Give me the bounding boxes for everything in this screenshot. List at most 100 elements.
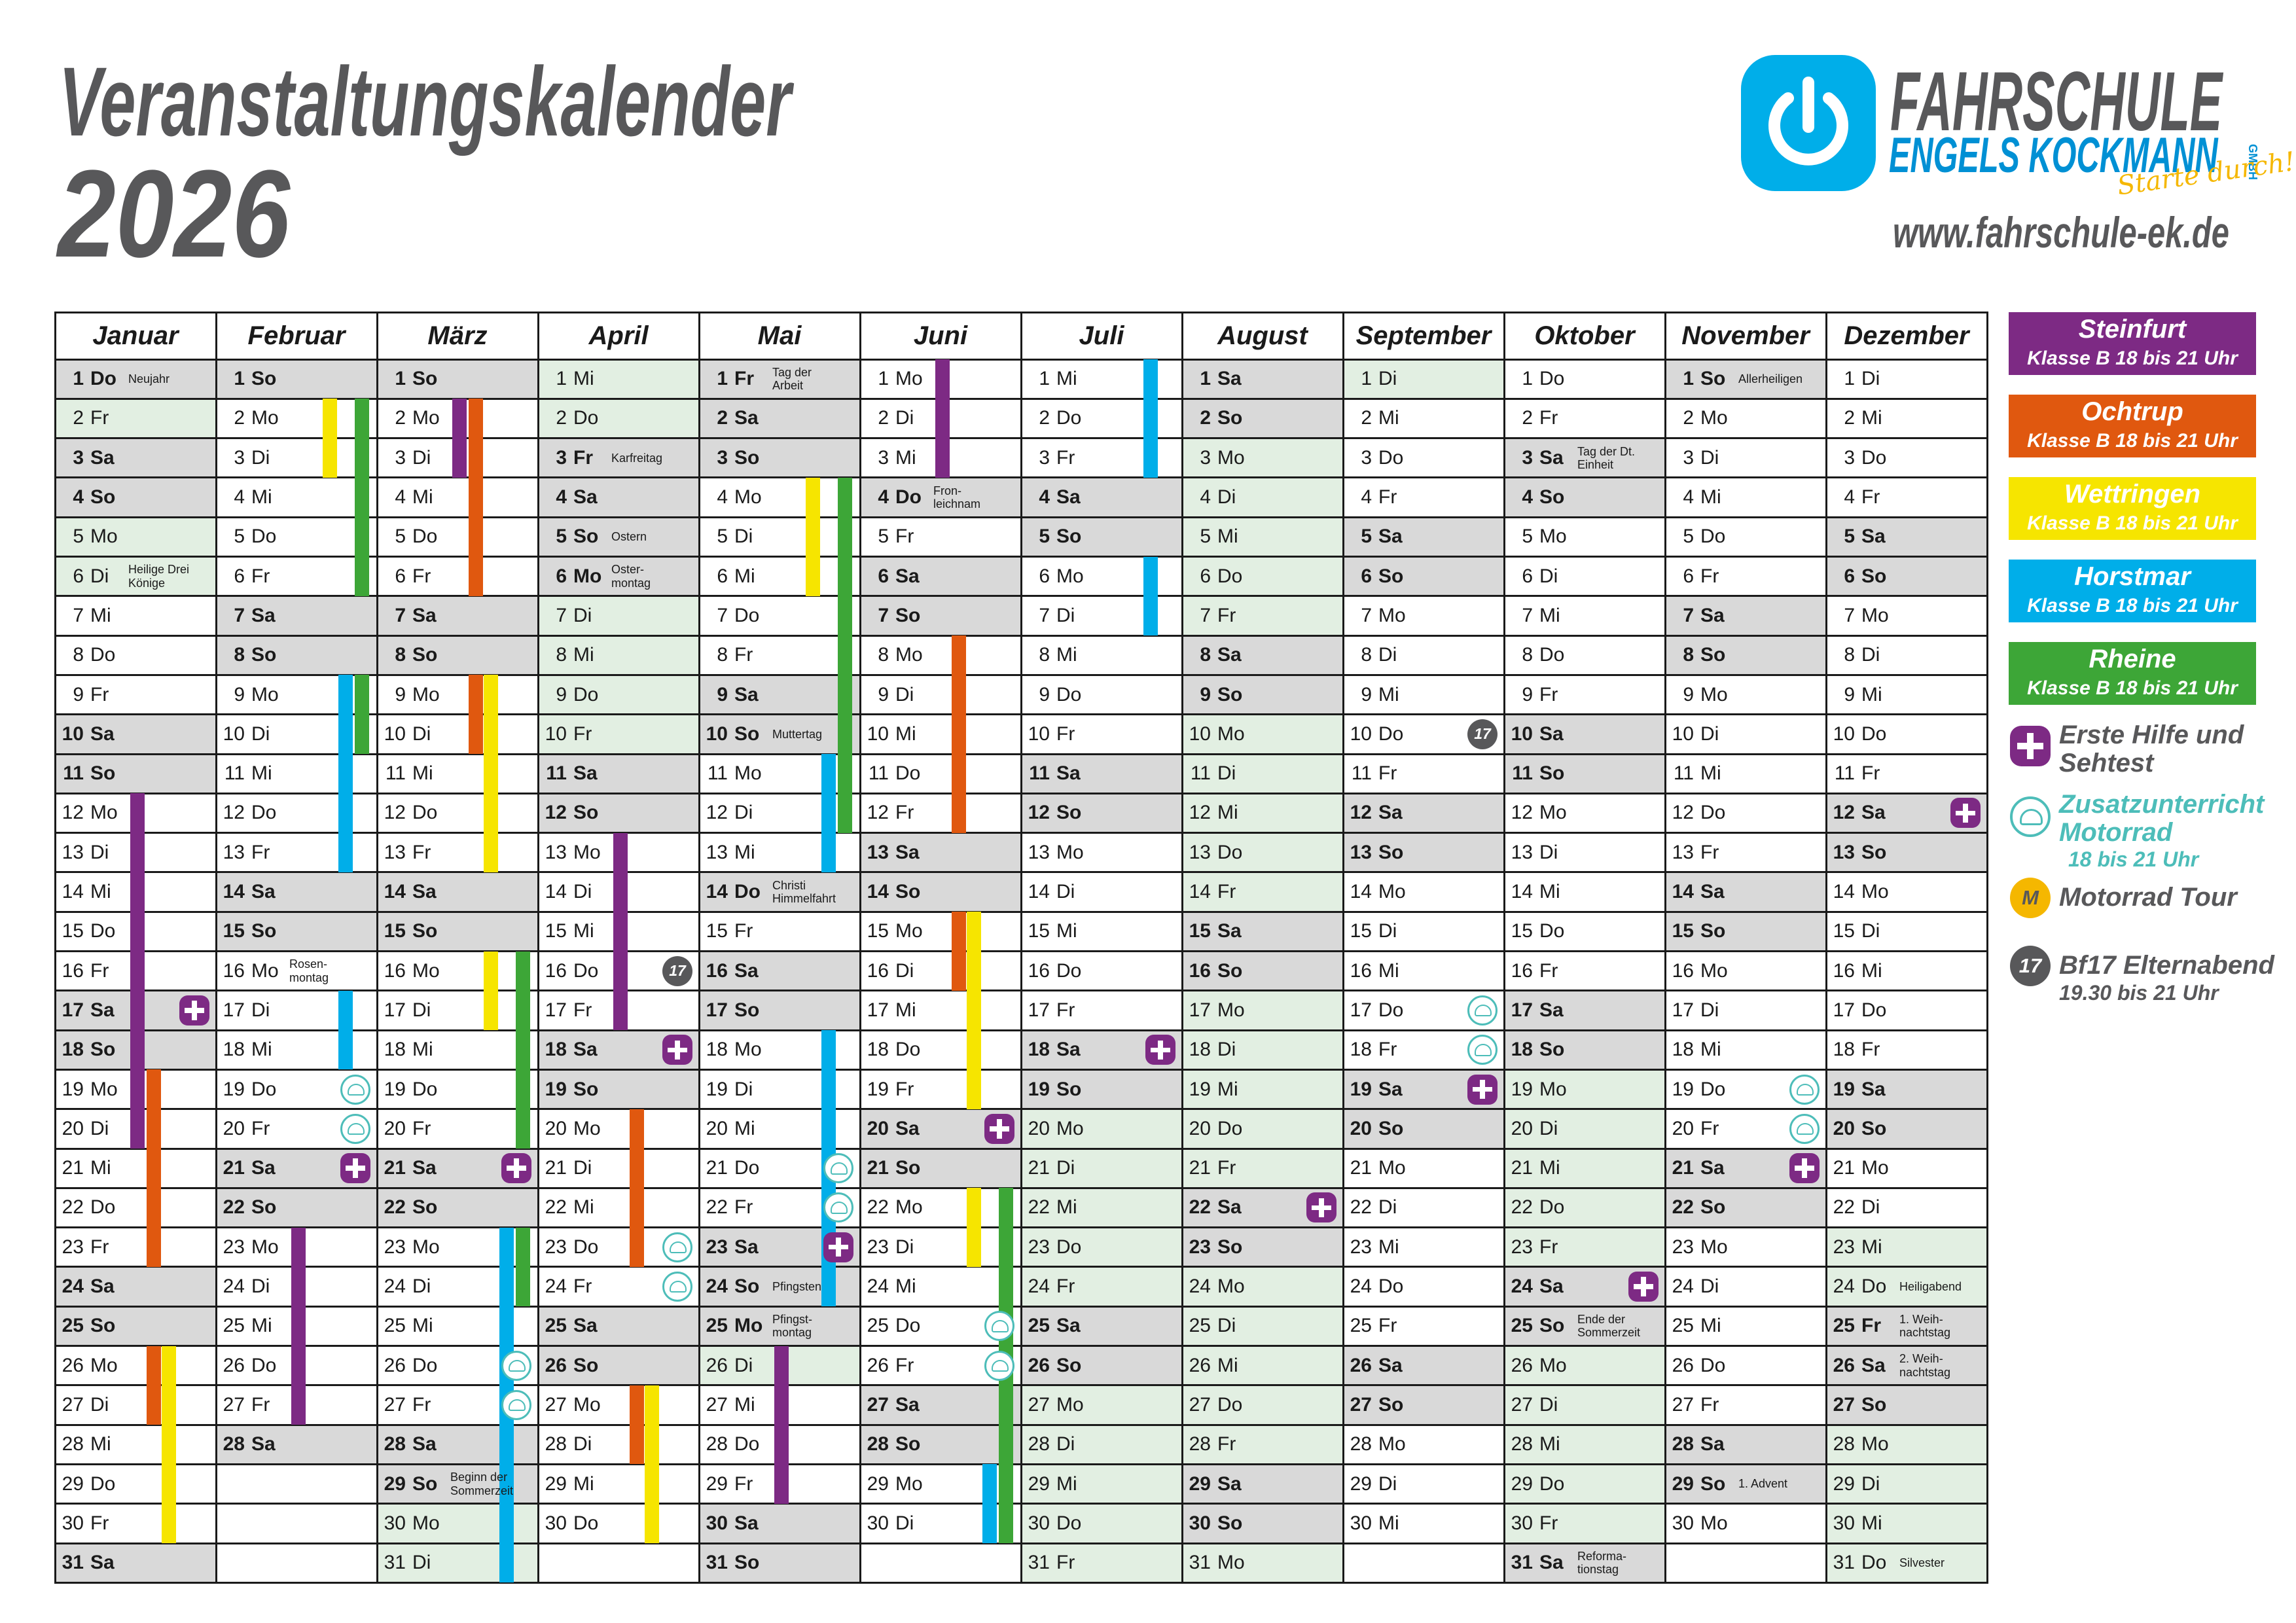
day-number: 7 bbox=[1522, 604, 1533, 626]
day-cell bbox=[377, 359, 538, 399]
day-cell bbox=[860, 714, 1021, 754]
day-cell bbox=[1182, 438, 1343, 478]
weekday: Sa bbox=[895, 565, 920, 587]
day-number: 9 bbox=[717, 683, 728, 705]
day-cell bbox=[1504, 1464, 1665, 1504]
day-number: 16 bbox=[867, 959, 889, 982]
day-number: 10 bbox=[867, 722, 889, 745]
day-cell bbox=[699, 951, 860, 991]
weekday: Di bbox=[1539, 841, 1558, 863]
day-cell bbox=[1826, 596, 1987, 636]
day-cell bbox=[1343, 1149, 1504, 1188]
weekday: Di bbox=[90, 841, 109, 863]
weekday: Do bbox=[1700, 802, 1726, 824]
day-number: 17 bbox=[867, 999, 889, 1021]
helmet bbox=[2020, 808, 2043, 825]
day-cell bbox=[377, 990, 538, 1031]
weekday: Mi bbox=[251, 486, 272, 508]
day-number: 12 bbox=[223, 802, 245, 824]
legend-location: Rheine Klasse B 18 bis 21 Uhr bbox=[2009, 642, 2256, 705]
month-name: Mai bbox=[757, 321, 802, 350]
weekday: Mi bbox=[895, 446, 916, 469]
bf17-icon: 17 bbox=[1467, 719, 1498, 749]
course-bar bbox=[291, 1227, 306, 1425]
day-cell bbox=[538, 1503, 699, 1543]
first-aid-icon bbox=[662, 1035, 692, 1065]
weekday: Sa bbox=[1700, 1433, 1725, 1455]
weekday: Mi bbox=[412, 762, 433, 785]
day-cell bbox=[1504, 832, 1665, 872]
course-bar bbox=[806, 477, 820, 596]
day-cell bbox=[55, 1385, 216, 1425]
weekday: Do bbox=[1378, 1275, 1404, 1298]
day-number: 9 bbox=[1683, 683, 1694, 705]
day-cell bbox=[1665, 1030, 1826, 1070]
day-number: 9 bbox=[556, 683, 567, 705]
day-number: 20 bbox=[62, 1117, 84, 1139]
weekday: Mo bbox=[1539, 802, 1567, 824]
day-number: 27 bbox=[1833, 1393, 1855, 1416]
course-bar bbox=[1143, 359, 1158, 478]
day-note: Karfreitag bbox=[611, 451, 663, 465]
legend-location-time: Klasse B 18 bis 21 Uhr bbox=[2027, 348, 2238, 369]
day-number: 18 bbox=[62, 1039, 84, 1061]
weekday: Mo bbox=[1217, 1275, 1245, 1298]
weekday: Di bbox=[1861, 1196, 1880, 1219]
day-number: 1 bbox=[1522, 368, 1533, 390]
grid-line bbox=[859, 311, 861, 1584]
day-number: 21 bbox=[867, 1157, 889, 1179]
weekday: Do bbox=[90, 368, 117, 390]
weekday: Mi bbox=[1378, 959, 1399, 982]
day-cell bbox=[1826, 477, 1987, 518]
day-number: 29 bbox=[384, 1472, 406, 1495]
day-number: 16 bbox=[1189, 959, 1211, 982]
day-cell bbox=[1826, 754, 1987, 794]
day-number: 12 bbox=[1833, 802, 1855, 824]
weekday: Di bbox=[573, 1157, 592, 1179]
day-number: 31 bbox=[1511, 1552, 1533, 1574]
day-cell bbox=[1182, 714, 1343, 754]
day-number: 25 bbox=[1672, 1315, 1694, 1337]
weekday: Mi bbox=[895, 722, 916, 745]
day-cell bbox=[860, 1266, 1021, 1307]
weekday: Mo bbox=[1539, 1354, 1567, 1376]
day-number: 4 bbox=[556, 486, 567, 508]
bf17-icon: 17 bbox=[2010, 946, 2051, 986]
weekday: Fr bbox=[1539, 683, 1558, 705]
day-number: 1 bbox=[1039, 368, 1050, 390]
weekday: Sa bbox=[734, 1512, 759, 1534]
day-cell bbox=[1504, 1188, 1665, 1228]
day-number: 18 bbox=[1833, 1039, 1855, 1061]
helmet bbox=[1797, 1122, 1814, 1135]
day-number: 21 bbox=[384, 1157, 406, 1179]
weekday: So bbox=[1217, 683, 1243, 705]
weekday: Sa bbox=[1539, 999, 1564, 1021]
day-number: 3 bbox=[1039, 446, 1050, 469]
day-number: 21 bbox=[1028, 1157, 1050, 1179]
day-cell bbox=[1182, 635, 1343, 675]
day-number: 20 bbox=[867, 1117, 889, 1139]
day-number: 28 bbox=[1511, 1433, 1533, 1455]
day-number: 1 bbox=[556, 368, 567, 390]
day-number: 29 bbox=[1028, 1472, 1050, 1495]
weekday: Di bbox=[1217, 762, 1236, 785]
day-cell bbox=[699, 714, 860, 754]
course-bar bbox=[162, 1346, 176, 1543]
day-cell bbox=[1021, 1188, 1182, 1228]
weekday: Sa bbox=[1539, 446, 1564, 469]
day-number: 1 bbox=[234, 368, 245, 390]
tour-icon: M bbox=[2010, 878, 2051, 918]
day-cell bbox=[1826, 1543, 1987, 1583]
weekday: Mo bbox=[1217, 446, 1245, 469]
plus bbox=[1312, 1205, 1331, 1211]
day-cell bbox=[1826, 1346, 1987, 1385]
day-cell bbox=[1343, 1306, 1504, 1346]
day-number: 8 bbox=[556, 644, 567, 666]
day-cell bbox=[55, 675, 216, 715]
weekday: Mi bbox=[1056, 644, 1077, 666]
day-cell bbox=[1504, 635, 1665, 675]
course-bar bbox=[516, 1227, 530, 1307]
day-number: 7 bbox=[1844, 604, 1855, 626]
day-cell bbox=[538, 754, 699, 794]
weekday: Mi bbox=[1539, 1433, 1560, 1455]
